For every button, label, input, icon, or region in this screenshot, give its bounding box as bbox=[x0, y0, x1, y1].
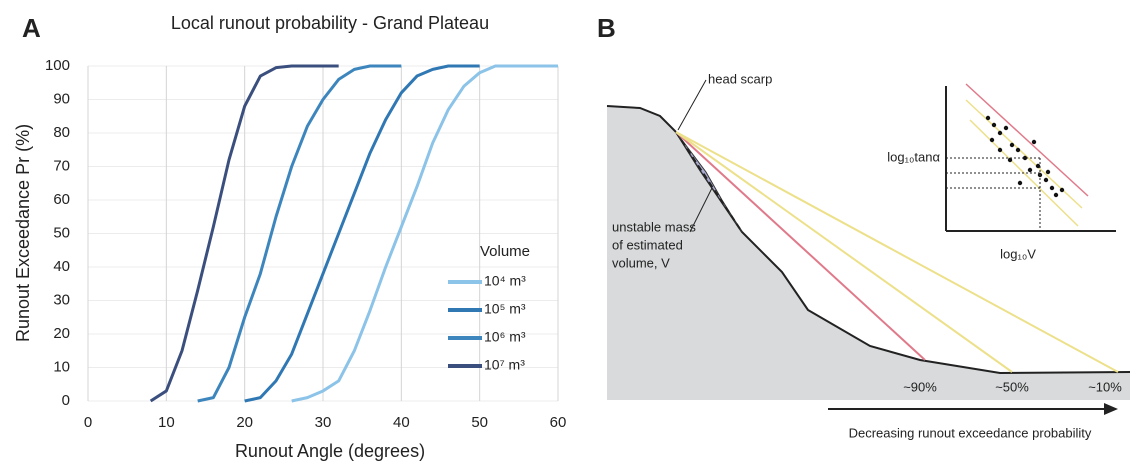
annotation: volume, V bbox=[612, 255, 670, 270]
slope-outline bbox=[606, 105, 1131, 375]
legend-label: 10⁵ m³ bbox=[484, 301, 526, 317]
x-tick-label: 20 bbox=[236, 414, 253, 431]
legend-label: 10⁷ m³ bbox=[484, 357, 525, 373]
inset: log₁₀tanα log₁₀V bbox=[887, 83, 1116, 261]
panel-label: B bbox=[597, 13, 616, 43]
series-line bbox=[197, 64, 402, 403]
inset-points bbox=[985, 115, 1065, 198]
legend-label: 10⁶ m³ bbox=[484, 329, 526, 345]
annotation: ~50% bbox=[995, 379, 1029, 394]
annotation: head scarp bbox=[708, 71, 772, 86]
x-tick-label: 0 bbox=[84, 414, 92, 431]
x-tick-label: 60 bbox=[550, 414, 567, 431]
x-tick-label: 30 bbox=[315, 414, 332, 431]
x-axis-label: Runout Angle (degrees) bbox=[235, 441, 425, 461]
runout-line bbox=[675, 131, 1013, 373]
legend-label: 10⁴ m³ bbox=[484, 273, 526, 289]
series-line bbox=[149, 64, 339, 403]
y-tick-label: 0 bbox=[62, 392, 70, 409]
inset-line bbox=[965, 83, 1089, 197]
y-axis-label: Runout Exceedance Pr (%) bbox=[13, 124, 33, 342]
y-tick-label: 50 bbox=[53, 224, 70, 241]
runout-line bbox=[675, 131, 926, 361]
x-tick-label: 50 bbox=[471, 414, 488, 431]
series-line bbox=[244, 64, 480, 403]
leader bbox=[677, 79, 707, 131]
arrow-head bbox=[1104, 403, 1118, 415]
y-tick-label: 20 bbox=[53, 325, 70, 342]
annotation: ~90% bbox=[903, 379, 937, 394]
annotation: Decreasing runout exceedance probability bbox=[849, 425, 1092, 440]
inset-axis-label: log₁₀tanα bbox=[887, 149, 940, 164]
x-tick-label: 10 bbox=[158, 414, 175, 431]
y-tick-label: 70 bbox=[53, 157, 70, 174]
inset-line bbox=[965, 99, 1083, 209]
y-tick-label: 90 bbox=[53, 90, 70, 107]
runout-line bbox=[675, 131, 1119, 373]
y-tick-label: 30 bbox=[53, 291, 70, 308]
legend-title: Volume bbox=[480, 243, 530, 260]
y-tick-label: 60 bbox=[53, 191, 70, 208]
x-tick-label: 40 bbox=[393, 414, 410, 431]
annotation: unstable mass bbox=[612, 219, 696, 234]
y-tick-label: 100 bbox=[45, 57, 70, 74]
leader bbox=[689, 187, 713, 233]
series-line bbox=[291, 64, 558, 403]
y-tick-label: 10 bbox=[53, 358, 70, 375]
annotation: of estimated bbox=[612, 237, 683, 252]
diagram: head scarp unstable mass of estimated vo… bbox=[606, 71, 1131, 440]
chart-title: Local runout probability - Grand Plateau bbox=[171, 13, 489, 33]
y-tick-label: 40 bbox=[53, 258, 70, 275]
annotation: ~10% bbox=[1088, 379, 1122, 394]
slope bbox=[607, 106, 1130, 400]
y-tick-label: 80 bbox=[53, 124, 70, 141]
inset-axis-label: log₁₀V bbox=[1000, 246, 1036, 261]
panel-label: A bbox=[22, 13, 41, 43]
inset-guides bbox=[946, 157, 1041, 231]
